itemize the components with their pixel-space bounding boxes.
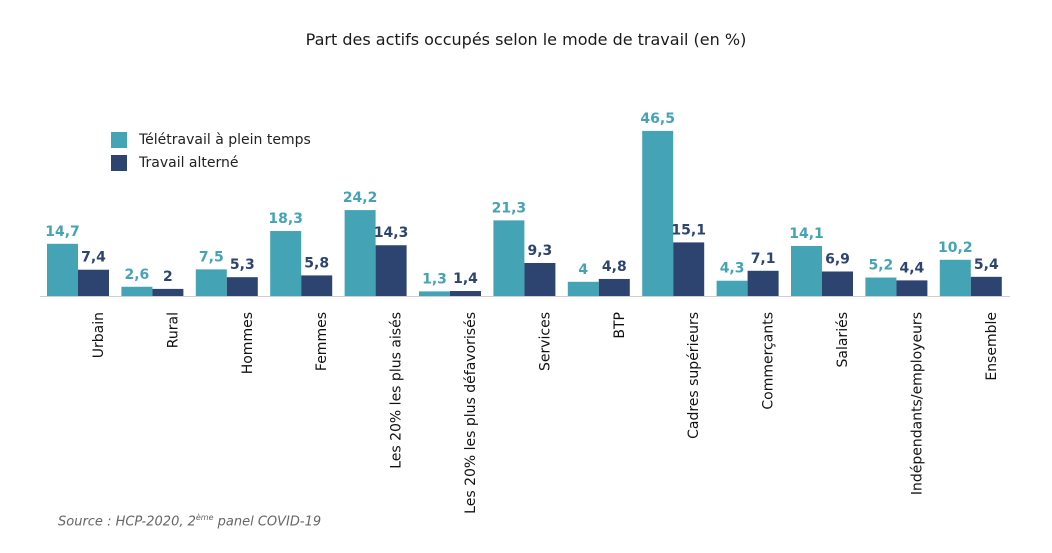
bar-travail-alterne-1	[152, 288, 184, 296]
source-superscript: ème	[195, 513, 214, 522]
data-label-teletravail-6: 21,3	[492, 200, 527, 216]
data-label-teletravail-11: 5,2	[868, 258, 893, 274]
category-label-3: Femmes	[314, 312, 330, 371]
bar-teletravail-2	[195, 269, 227, 296]
category-label-0: Urbain	[91, 312, 107, 358]
data-label-travail-alterne-5: 1,4	[453, 271, 478, 287]
data-label-travail-alterne-3: 5,8	[304, 255, 329, 271]
bar-travail-alterne-0	[78, 269, 109, 296]
category-label-8: Cadres supérieurs	[686, 312, 702, 439]
bar-travail-alterne-11	[896, 280, 928, 296]
bar-teletravail-10	[791, 245, 822, 296]
data-label-travail-alterne-10: 6,9	[825, 252, 850, 268]
data-label-travail-alterne-9: 7,1	[751, 251, 776, 267]
bar-teletravail-9	[716, 280, 748, 296]
legend-label-teletravail: Télétravail à plein temps	[139, 131, 311, 148]
data-label-travail-alterne-11: 4,4	[899, 260, 924, 276]
category-label-6: Services	[537, 312, 553, 371]
bar-teletravail-7	[567, 281, 599, 296]
bar-travail-alterne-10	[822, 271, 853, 296]
source-note: Source : HCP-2020, 2ème panel COVID-19	[58, 513, 321, 529]
bar-teletravail-1	[121, 286, 153, 296]
bar-travail-alterne-9	[747, 270, 779, 296]
data-label-teletravail-9: 4,3	[720, 261, 745, 277]
bar-travail-alterne-3	[301, 275, 333, 296]
bar-travail-alterne-4	[375, 245, 407, 296]
data-label-teletravail-4: 24,2	[343, 190, 378, 206]
data-label-teletravail-5: 1,3	[422, 271, 447, 287]
bar-teletravail-6	[493, 220, 525, 296]
data-label-teletravail-12: 10,2	[938, 240, 973, 256]
data-label-travail-alterne-7: 4,8	[602, 259, 627, 275]
bar-teletravail-4	[344, 210, 376, 296]
category-label-1: Rural	[165, 312, 181, 348]
bar-travail-alterne-6	[524, 262, 556, 296]
bar-travail-alterne-5	[450, 291, 481, 296]
data-label-travail-alterne-1: 2	[163, 269, 173, 285]
legend-label-travail-alterne: Travail alterné	[139, 154, 239, 171]
category-label-7: BTP	[612, 312, 628, 339]
bar-travail-alterne-7	[598, 278, 630, 296]
bar-travail-alterne-8	[673, 242, 705, 296]
category-label-11: Indépendants/employeurs	[909, 312, 925, 495]
bar-travail-alterne-2	[226, 277, 258, 296]
legend-swatch-travail-alterne	[111, 154, 127, 171]
data-label-travail-alterne-2: 5,3	[230, 257, 255, 273]
bar-teletravail-5	[419, 291, 450, 296]
data-label-travail-alterne-8: 15,1	[671, 222, 706, 238]
category-label-4: Les 20% les plus aisés	[389, 312, 405, 469]
category-label-12: Ensemble	[984, 312, 1000, 381]
data-label-travail-alterne-12: 5,4	[974, 257, 999, 273]
data-label-teletravail-0: 14,7	[45, 224, 80, 240]
source-prefix: Source : HCP-2020, 2	[58, 514, 196, 530]
data-label-travail-alterne-6: 9,3	[527, 243, 552, 259]
data-label-teletravail-10: 14,1	[789, 226, 824, 242]
legend-swatch-teletravail	[111, 131, 127, 148]
data-label-travail-alterne-4: 14,3	[374, 225, 409, 241]
data-label-teletravail-3: 18,3	[268, 211, 303, 227]
data-label-teletravail-7: 4	[578, 262, 588, 278]
bar-teletravail-12	[939, 259, 971, 296]
legend-item-travail-alterne: Travail alterné	[111, 151, 311, 174]
bar-teletravail-0	[47, 243, 78, 296]
legend-item-teletravail: Télétravail à plein temps	[111, 128, 311, 151]
data-label-travail-alterne-0: 7,4	[81, 250, 106, 266]
bar-travail-alterne-12	[970, 276, 1002, 296]
chart-title: Part des actifs occupés selon le mode de…	[305, 30, 747, 49]
category-label-9: Commerçants	[761, 312, 777, 410]
data-label-teletravail-2: 7,5	[199, 249, 224, 265]
category-label-5: Les 20% les plus défavorisés	[463, 312, 479, 514]
bar-teletravail-8	[642, 130, 674, 296]
category-label-10: Salariés	[835, 312, 851, 368]
bar-teletravail-11	[865, 277, 897, 296]
category-label-2: Hommes	[240, 312, 256, 374]
data-label-teletravail-8: 46,5	[640, 111, 675, 127]
bar-teletravail-3	[270, 231, 302, 296]
legend: Télétravail à plein temps Travail altern…	[111, 128, 311, 174]
data-label-teletravail-1: 2,6	[124, 267, 149, 283]
source-suffix: panel COVID-19	[213, 514, 322, 530]
